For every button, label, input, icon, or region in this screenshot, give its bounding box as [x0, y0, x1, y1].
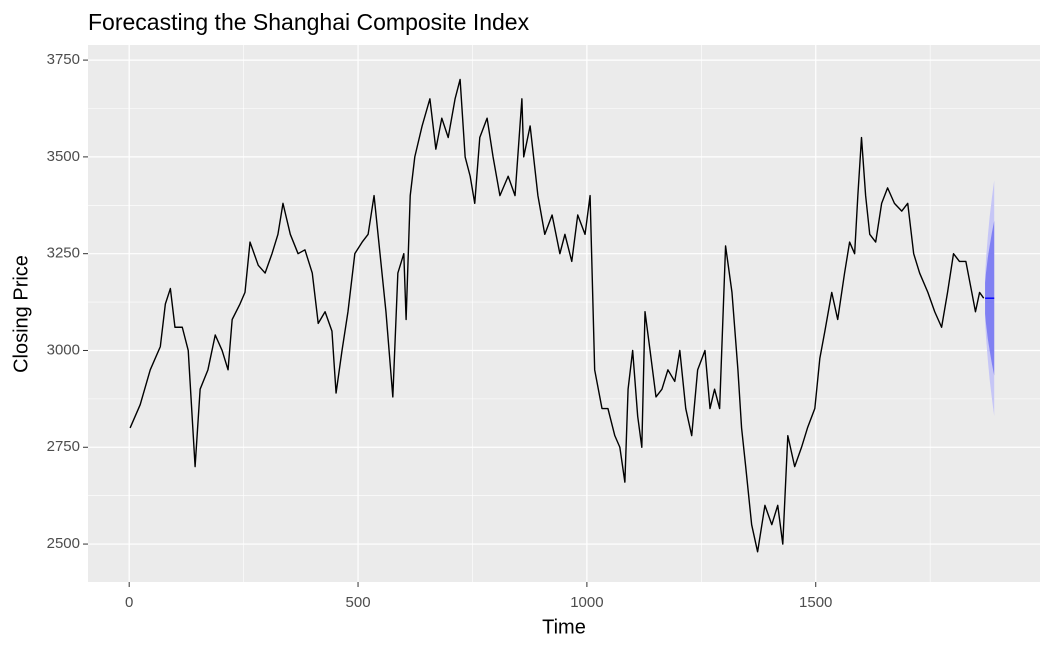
plot-panel: [88, 45, 1040, 582]
line: [129, 78, 985, 553]
y-tick-label: 3250: [47, 245, 80, 262]
chart-title: Forecasting the Shanghai Composite Index: [88, 9, 530, 35]
y-tick-label: 3750: [47, 51, 80, 68]
x-tick-label: 500: [346, 594, 371, 611]
x-tick-label: 1500: [799, 594, 832, 611]
y-tick-label: 2750: [47, 438, 80, 455]
x-axis-title: Time: [542, 616, 586, 638]
x-tick-label: 1000: [570, 594, 603, 611]
y-tick-label: 3000: [47, 341, 80, 358]
y-axis-title: Closing Price: [10, 255, 32, 373]
y-tick-label: 2500: [47, 535, 80, 552]
y-tick-label: 3500: [47, 148, 80, 165]
x-tick-label: 0: [125, 594, 133, 611]
